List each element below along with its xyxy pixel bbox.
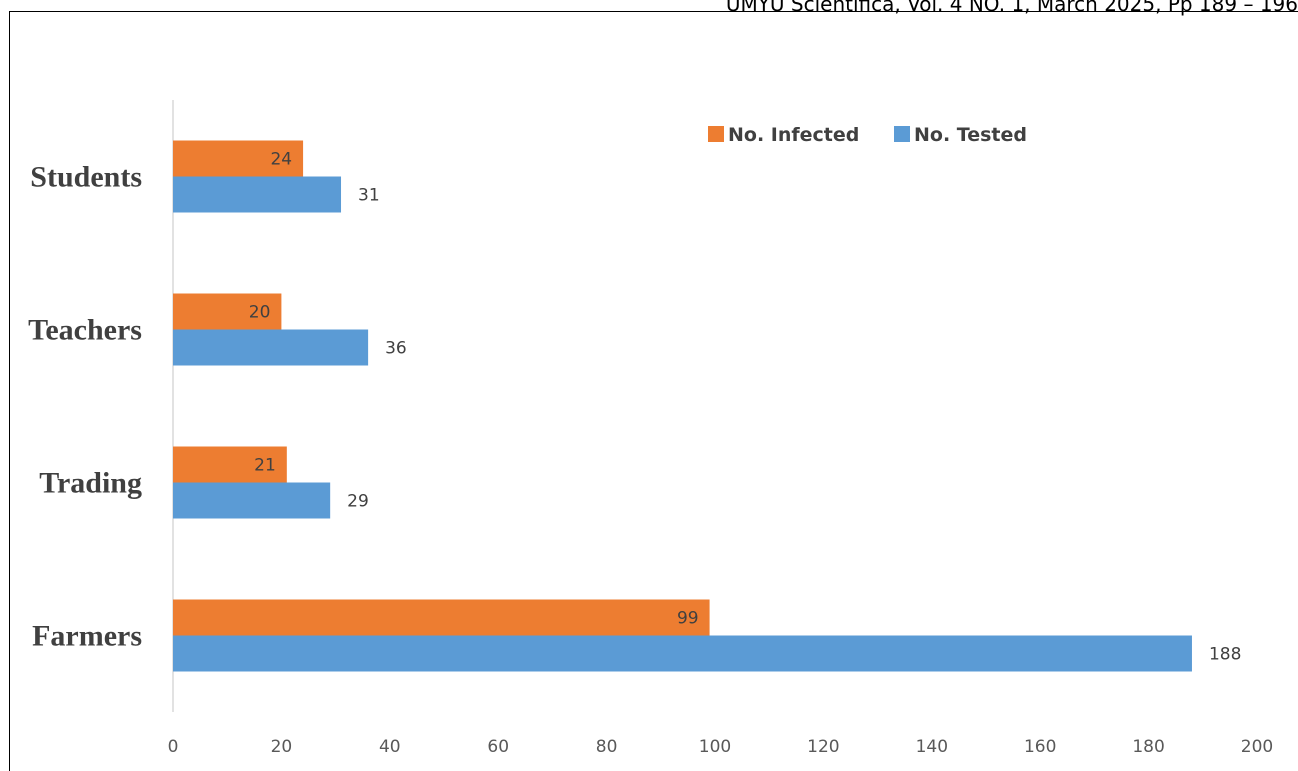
x-tick-label-60: 60 (487, 737, 509, 757)
legend-swatch-no-infected (708, 126, 724, 142)
data-label-no-infected-teachers: 20 (249, 303, 271, 323)
x-tick-label-80: 80 (596, 737, 618, 757)
category-label-students: Students (30, 161, 142, 194)
x-tick-label-100: 100 (699, 737, 731, 757)
x-tick-label-20: 20 (271, 737, 293, 757)
legend-swatch-no-tested (894, 126, 910, 142)
category-label-farmers: Farmers (32, 620, 142, 653)
data-label-no-tested-trading: 29 (347, 492, 369, 512)
category-label-teachers: Teachers (28, 314, 142, 347)
data-label-no-tested-students: 31 (358, 186, 380, 206)
legend-label-no-tested: No. Tested (914, 124, 1027, 146)
data-label-no-tested-teachers: 36 (385, 339, 407, 359)
x-tick-label-120: 120 (807, 737, 839, 757)
bar-no-tested-trading (173, 482, 331, 519)
x-tick-label-140: 140 (916, 737, 948, 757)
data-label-no-infected-students: 24 (270, 150, 292, 170)
x-tick-label-200: 200 (1241, 737, 1273, 757)
bar-no-tested-students (173, 176, 342, 213)
running-head: UMYU Scientifica, Vol. 4 NO. 1, March 20… (725, 0, 1298, 16)
x-tick-label-180: 180 (1132, 737, 1164, 757)
category-label-trading: Trading (39, 467, 142, 500)
x-tick-label-40: 40 (379, 737, 401, 757)
legend-label-no-infected: No. Infected (728, 124, 859, 146)
bar-no-tested-farmers (173, 635, 1192, 672)
figure-frame (9, 11, 1298, 771)
data-label-no-infected-trading: 21 (254, 456, 276, 476)
x-tick-label-0: 0 (168, 737, 179, 757)
bar-no-infected-trading (173, 446, 287, 483)
bar-no-infected-students (173, 140, 304, 177)
data-label-no-tested-farmers: 188 (1209, 645, 1241, 665)
x-tick-label-160: 160 (1024, 737, 1056, 757)
bar-no-infected-teachers (173, 293, 282, 330)
bar-no-infected-farmers (173, 599, 710, 636)
bar-no-tested-teachers (173, 329, 369, 366)
data-label-no-infected-farmers: 99 (677, 609, 699, 629)
